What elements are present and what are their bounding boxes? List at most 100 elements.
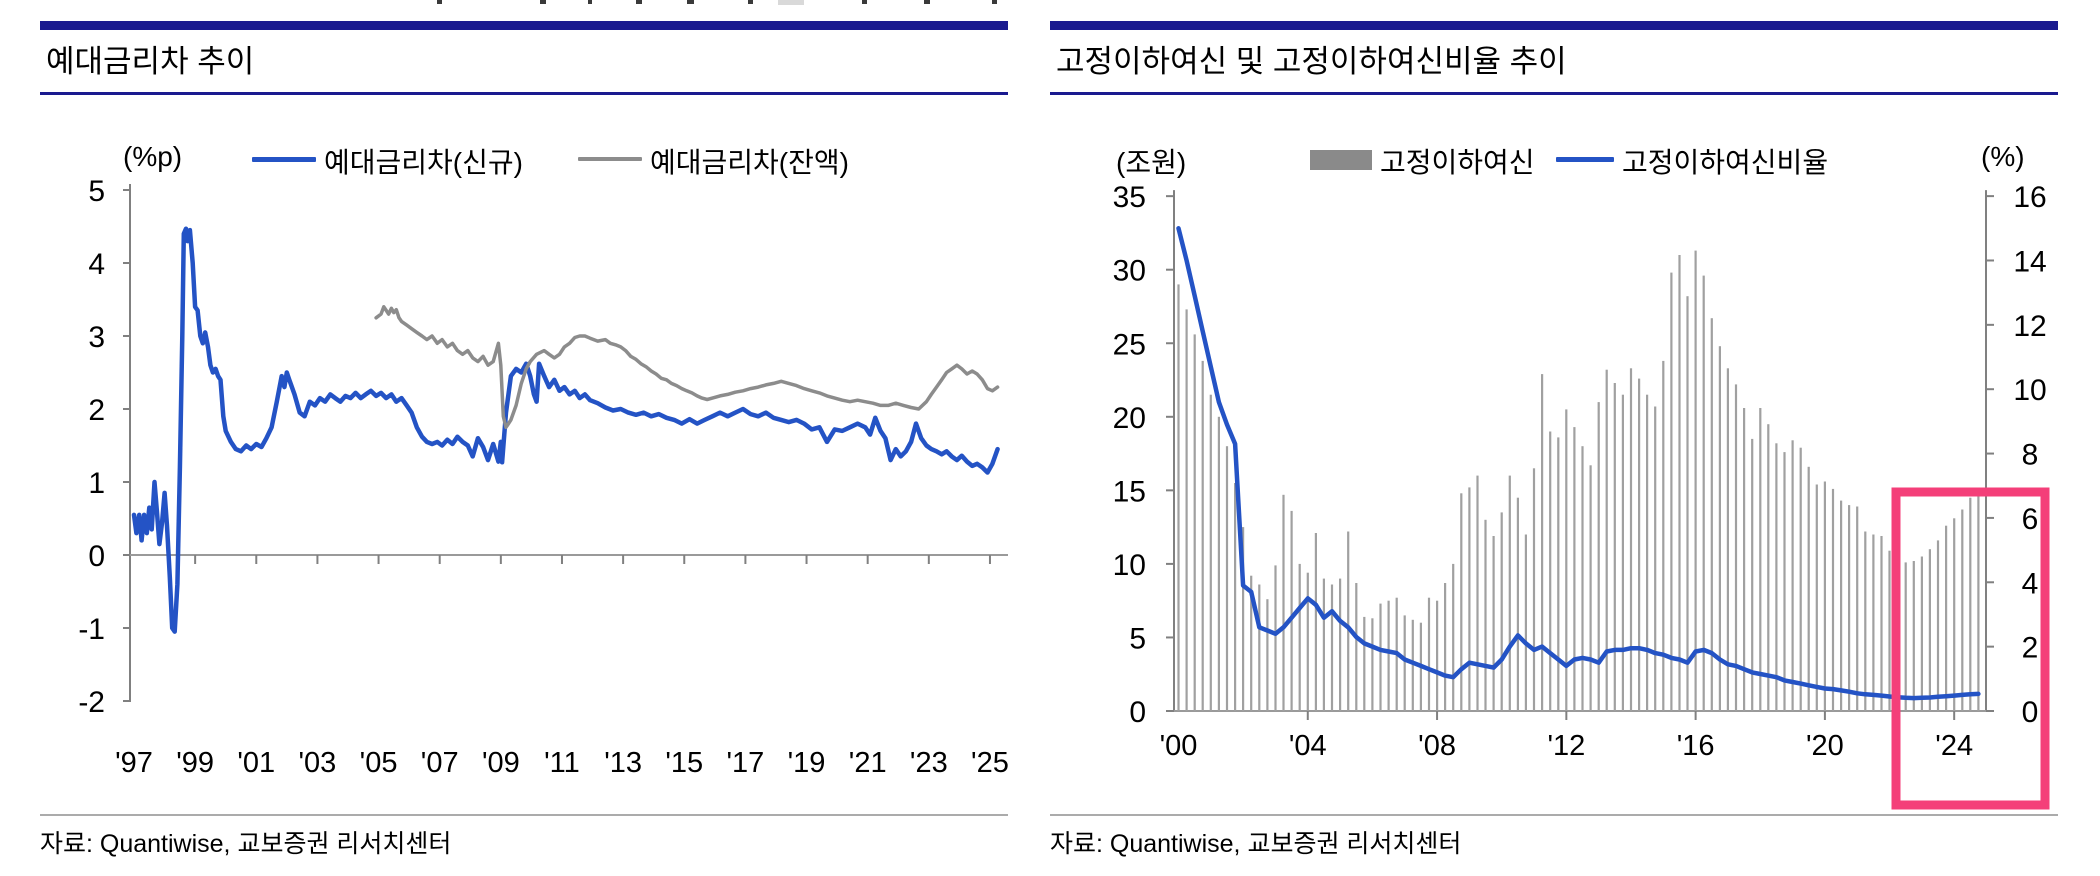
npl-bar	[1945, 525, 1948, 711]
x-tick-label: '01	[237, 747, 275, 779]
npl-bar	[1516, 497, 1519, 711]
y-tick-label: 5	[88, 175, 105, 208]
npl-bar	[1597, 402, 1600, 711]
npl-bar	[1823, 481, 1826, 711]
npl-bar	[1541, 374, 1544, 711]
npl-bar	[1710, 318, 1713, 711]
x-tick-label: '08	[1418, 730, 1456, 762]
npl-bar	[1330, 584, 1334, 711]
y-tick-label: 3	[88, 321, 105, 354]
npl-bar	[1452, 563, 1455, 711]
npl-bar	[1282, 494, 1285, 711]
npl-bar	[1613, 383, 1616, 711]
npl-bar	[1225, 446, 1229, 711]
npl-bar	[1258, 584, 1261, 711]
npl-bar	[1953, 518, 1956, 711]
npl-bar	[1807, 466, 1810, 711]
npl-bar	[1242, 527, 1245, 711]
npl-bar	[1920, 556, 1923, 711]
npl-bar	[1427, 597, 1431, 711]
right-panel-top-rule	[1050, 21, 2058, 30]
y-tick-label: 1	[88, 467, 105, 500]
npl-bar	[1686, 296, 1689, 711]
right-y-tick-label: 16	[2013, 181, 2046, 214]
npl-bar	[1678, 255, 1681, 711]
x-tick-label: '11	[544, 747, 580, 779]
x-tick-label: '97	[115, 747, 153, 779]
npl-bar	[1751, 438, 1754, 711]
npl-bar	[1177, 284, 1180, 711]
right-chart-right-unit-label: (%)	[1981, 141, 2025, 172]
left-panel-title-underline	[40, 92, 1008, 95]
npl-bar	[1234, 483, 1237, 711]
npl-bar	[1209, 394, 1212, 711]
npl-bar	[1403, 615, 1406, 711]
npl-bar	[1581, 446, 1584, 711]
clipped-text-mark	[992, 0, 997, 4]
right-chart-left-unit-label: (조원)	[1116, 147, 1187, 178]
x-tick-label: '17	[727, 747, 765, 779]
npl-bar	[1743, 408, 1746, 711]
clipped-text-mark	[636, 0, 642, 4]
left-source-text: 자료: Quantiwise, 교보증권 리서치센터	[40, 830, 452, 858]
npl-bar	[1872, 534, 1875, 711]
npl-bar	[1864, 531, 1867, 711]
npl-bar	[1646, 394, 1649, 711]
legend-label-npl-ratio: 고정이하여신비율	[1622, 147, 1829, 178]
npl-bar	[1621, 394, 1624, 711]
legend-label-new-spread: 예대금리차(신규)	[324, 147, 523, 178]
left-chart-y-unit-label: (%p)	[123, 141, 183, 172]
clipped-text-mark	[540, 0, 546, 4]
npl-bar	[1856, 506, 1859, 711]
legend-bar-sample-npl	[1310, 150, 1372, 170]
x-tick-label: '15	[665, 747, 703, 779]
left-y-tick-label: 30	[1113, 255, 1146, 288]
npl-bar	[1670, 272, 1673, 711]
npl-bar	[1961, 509, 1964, 711]
npl-bar	[1831, 488, 1835, 711]
right-y-tick-label: 6	[2022, 503, 2039, 536]
npl-bar	[1589, 465, 1592, 711]
npl-bar	[1500, 512, 1503, 711]
series-line-balance-spread	[374, 305, 1000, 430]
npl-bar	[1726, 368, 1729, 711]
clipped-text-mark	[748, 0, 753, 4]
npl-bar	[1549, 431, 1552, 711]
x-tick-label: '24	[1935, 730, 1973, 762]
x-tick-label: '99	[176, 747, 214, 779]
npl-bar	[1629, 368, 1633, 711]
x-tick-label: '13	[604, 747, 642, 779]
clipped-top-text-remnant	[0, 0, 2100, 6]
npl-bar	[1912, 561, 1915, 711]
x-tick-label: '03	[299, 747, 337, 779]
npl-bar	[1977, 493, 1980, 711]
right-y-tick-label: 4	[2022, 567, 2039, 600]
right-source-divider	[1050, 814, 2058, 816]
npl-bar	[1363, 616, 1366, 711]
npl-bar	[1654, 406, 1657, 711]
npl-bar	[1928, 549, 1931, 711]
npl-bar	[1791, 440, 1794, 711]
npl-bar	[1605, 369, 1608, 711]
x-tick-label: '07	[421, 747, 459, 779]
left-y-tick-label: 20	[1113, 402, 1146, 435]
npl-bar	[1718, 346, 1721, 711]
npl-bar	[1799, 447, 1802, 711]
x-tick-label: '20	[1806, 730, 1844, 762]
npl-bar	[1387, 600, 1390, 711]
series-line-npl-ratio	[1176, 226, 1981, 701]
npl-bar	[1347, 531, 1350, 711]
clipped-text-mark	[924, 0, 930, 4]
npl-bar	[1775, 443, 1778, 711]
clipped-text-mark	[437, 0, 442, 4]
x-tick-label: '19	[788, 747, 826, 779]
npl-bar	[1306, 572, 1309, 711]
y-tick-label: -1	[78, 613, 105, 646]
clipped-text-mark	[778, 0, 804, 5]
npl-bar	[1436, 600, 1439, 711]
npl-bar	[1217, 416, 1220, 711]
npl-bar	[1444, 583, 1447, 711]
left-y-tick-label: 25	[1113, 328, 1146, 361]
npl-bar	[1355, 583, 1358, 711]
